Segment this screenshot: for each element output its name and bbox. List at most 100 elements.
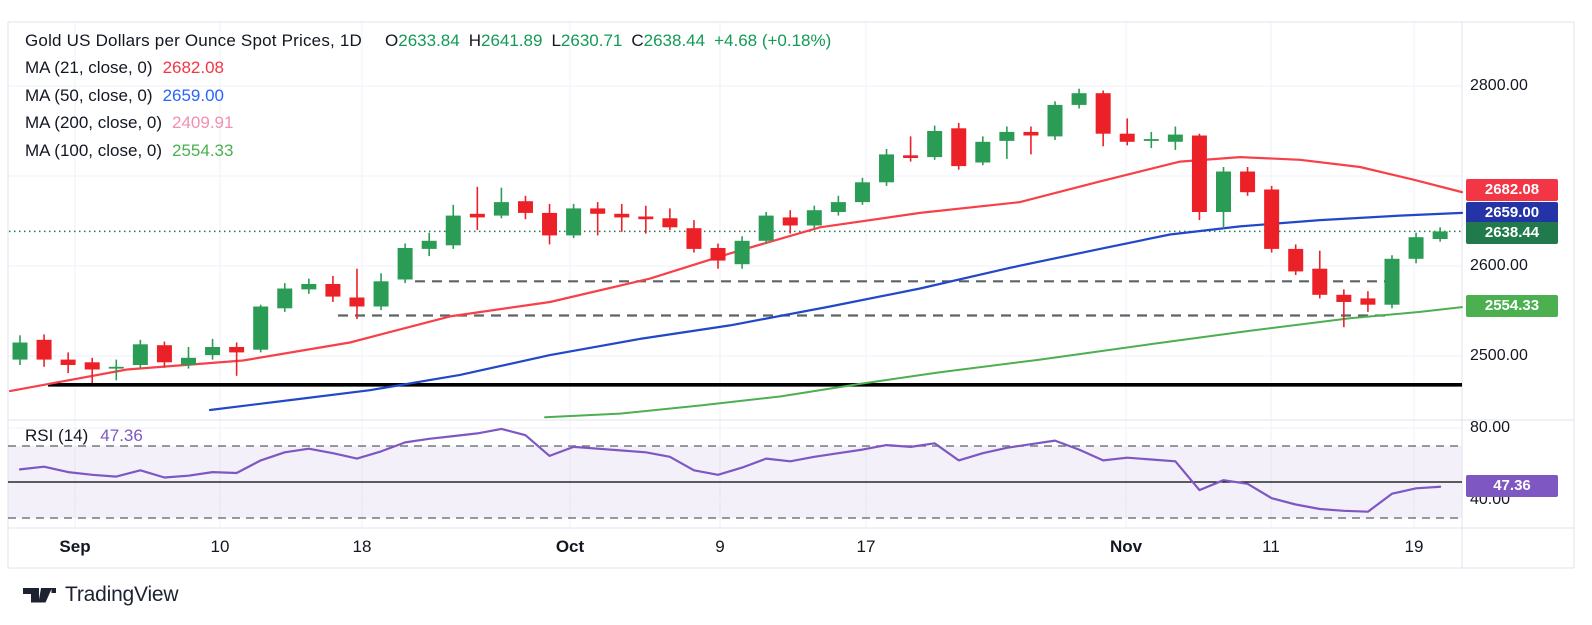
- time-axis-label: Nov: [1109, 537, 1143, 556]
- ohlc-number: 2630.71: [560, 30, 623, 50]
- candle-body-down: [469, 213, 485, 218]
- candle-body-up: [205, 347, 221, 356]
- candle-body-down: [951, 128, 967, 167]
- candle-body-up: [277, 288, 293, 309]
- candle-body-up: [999, 131, 1015, 141]
- candle-body-down: [614, 213, 630, 218]
- candle-body-down: [686, 228, 702, 249]
- candle-body-down: [1336, 294, 1352, 302]
- candle-body-down: [903, 155, 919, 158]
- price-badge: 2554.33: [1466, 295, 1558, 317]
- ma21-line: [8, 156, 1464, 393]
- price-axis-label: 2500.00: [1470, 347, 1528, 364]
- ohlc-number: 2641.89: [480, 30, 543, 50]
- legend: Gold US Dollars per Ounce Spot Prices, 1…: [25, 27, 831, 165]
- ma-legend-row[interactable]: MA (50, close, 0) 2659.00: [25, 82, 831, 110]
- time-axis-label: 10: [210, 537, 230, 556]
- candle-body-down: [1288, 248, 1304, 272]
- candle-body-up: [1216, 171, 1231, 212]
- tradingview-logo[interactable]: TradingView: [22, 583, 179, 607]
- symbol-legend-row[interactable]: Gold US Dollars per Ounce Spot Prices, 1…: [25, 27, 831, 55]
- price-badge: 2638.44: [1466, 222, 1558, 244]
- candle-body-up: [108, 366, 124, 369]
- ohlc-values: O2633.84 H2641.89 L2630.71 C2638.44: [376, 31, 705, 51]
- ma-value: 2682.08: [162, 58, 225, 78]
- footer: TradingView: [22, 583, 179, 607]
- ohlc-letter: L: [551, 30, 561, 50]
- candle-body-up: [445, 215, 461, 246]
- candle-body-up: [806, 210, 822, 226]
- ohlc-letter: H: [468, 30, 481, 50]
- candle-body-down: [710, 248, 726, 261]
- candle-body-up: [493, 202, 509, 216]
- rsi-legend-row[interactable]: RSI (14) 47.36: [25, 426, 143, 446]
- ma-label: MA (50, close, 0): [25, 85, 153, 105]
- candle-body-down: [1264, 189, 1280, 249]
- change-value: +4.68 (+0.18%): [714, 30, 832, 50]
- candle-body-down: [229, 347, 245, 353]
- time-axis-label: Oct: [555, 537, 585, 556]
- time-axis-label: 9: [715, 537, 725, 556]
- candle-body-down: [156, 345, 172, 363]
- candle-body-up: [734, 240, 750, 265]
- candle-body-down: [325, 284, 341, 297]
- candle-body-down: [542, 212, 558, 236]
- candle-body-up: [132, 344, 148, 365]
- ma-value: 2409.91: [172, 113, 234, 133]
- candle-body-down: [1119, 133, 1135, 142]
- candle-body-down: [782, 217, 798, 226]
- time-axis-label: 17: [856, 537, 876, 556]
- candle-body-down: [1240, 171, 1256, 193]
- ma-legend-rows: MA (21, close, 0) 2682.08 MA (50, close, 0…: [25, 55, 831, 165]
- candle-body-down: [638, 216, 654, 220]
- time-axis-label: 11: [1262, 537, 1280, 556]
- candle-body-up: [180, 357, 196, 365]
- rsi-value: 47.36: [100, 426, 143, 445]
- candle-body-up: [1143, 139, 1159, 141]
- ma-label: MA (200, close, 0): [25, 113, 163, 133]
- tradingview-wordmark: TradingView: [65, 583, 179, 606]
- candle-body-down: [1023, 131, 1039, 136]
- ma100-line: [544, 306, 1463, 419]
- time-axis-label: 19: [1404, 537, 1424, 556]
- candle-body-down: [1095, 93, 1111, 134]
- candle-body-up: [975, 141, 991, 163]
- candle-body-up: [12, 342, 28, 360]
- ohlc-letter: C: [631, 30, 644, 50]
- ma-legend-row[interactable]: MA (21, close, 0) 2682.08: [25, 55, 831, 83]
- price-axis-label: 2800.00: [1470, 77, 1528, 94]
- ma-label: MA (100, close, 0): [25, 140, 163, 160]
- candle-body-down: [1191, 135, 1207, 212]
- candle-body-up: [1384, 258, 1400, 305]
- candle-body-down: [590, 208, 606, 214]
- candle-body-up: [566, 208, 582, 236]
- candle-body-down: [1360, 298, 1376, 305]
- candle-body-up: [1167, 134, 1183, 142]
- tradingview-logo-icon: [23, 587, 56, 602]
- ohlc-number: 2633.84: [398, 30, 460, 50]
- ma-label: MA (21, close, 0): [25, 58, 153, 78]
- time-axis-label: Sep: [59, 537, 91, 556]
- price-badge: 2682.08: [1466, 179, 1558, 201]
- rsi-label: RSI (14): [25, 426, 89, 445]
- ma-legend-row[interactable]: MA (200, close, 0) 2409.91: [25, 110, 831, 138]
- price-axis-label: 2600.00: [1470, 257, 1528, 274]
- candle-body-up: [758, 215, 774, 241]
- candle-body-up: [1408, 237, 1424, 259]
- candle-body-down: [662, 218, 678, 228]
- candle-body-up: [879, 154, 895, 183]
- ma-value: 2554.33: [172, 140, 234, 160]
- candle-body-up: [854, 182, 870, 203]
- candle-body-up: [927, 131, 943, 158]
- candle-body-down: [60, 359, 76, 365]
- candle-body-up: [1047, 104, 1063, 137]
- candle-body-up: [373, 281, 389, 307]
- ma-legend-row[interactable]: MA (100, close, 0) 2554.33: [25, 137, 831, 165]
- candle-body-up: [1071, 93, 1087, 105]
- time-axis-label: 18: [352, 537, 372, 556]
- candle-body-down: [517, 201, 533, 213]
- candle-body-up: [253, 306, 269, 350]
- candle-body-down: [36, 339, 52, 360]
